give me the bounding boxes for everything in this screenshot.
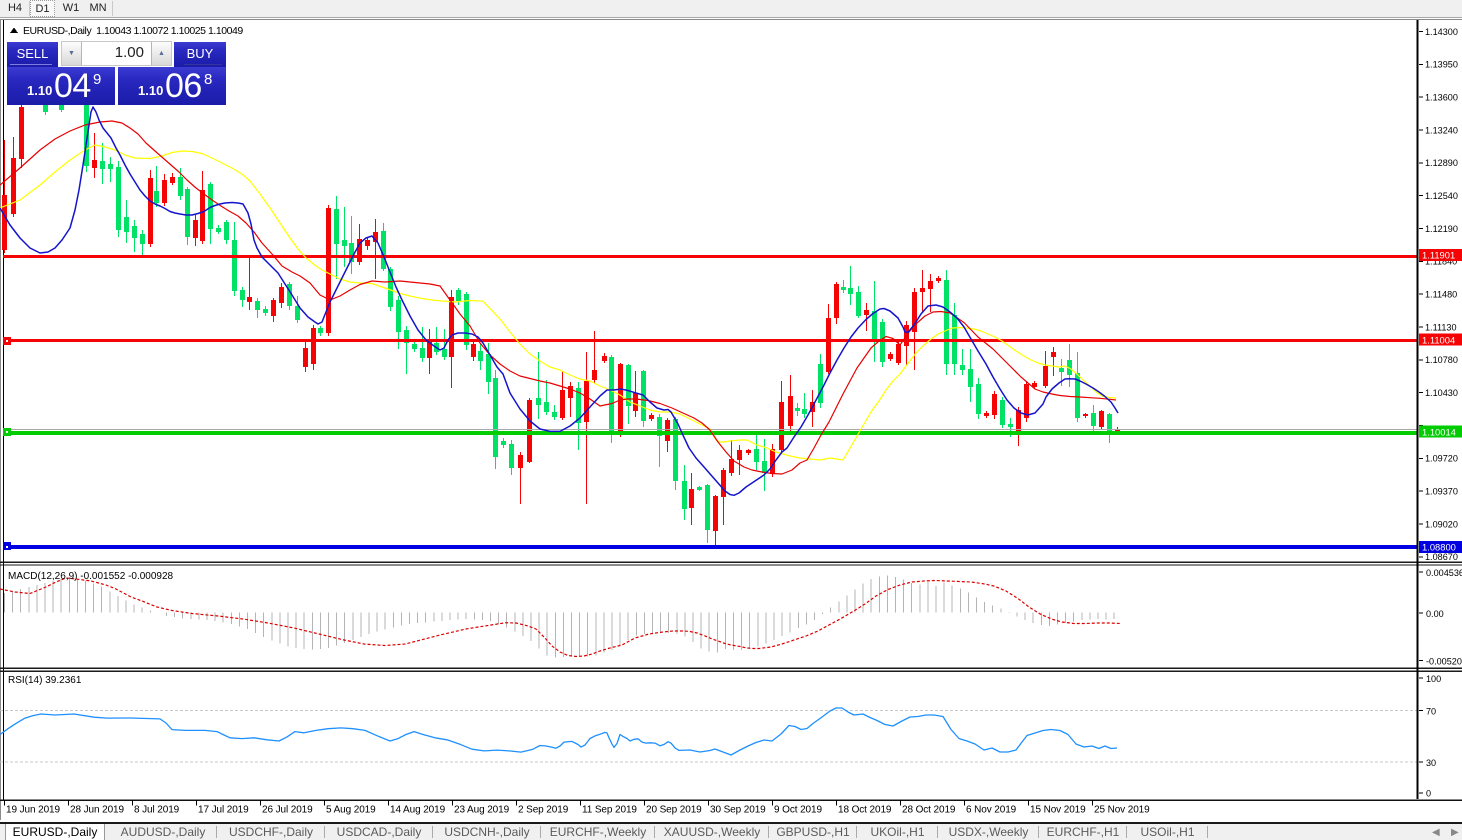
svg-text:EURUSD-,Daily 1.10043 1.10072: EURUSD-,Daily 1.10043 1.10072 1.10025 1.… bbox=[23, 25, 243, 37]
svg-text:20 Sep 2019: 20 Sep 2019 bbox=[646, 805, 702, 816]
svg-text:14 Aug 2019: 14 Aug 2019 bbox=[390, 805, 446, 816]
svg-text:1.13950: 1.13950 bbox=[1425, 60, 1458, 70]
svg-text:1.10014: 1.10014 bbox=[1422, 426, 1456, 437]
svg-text:1.11901: 1.11901 bbox=[1422, 250, 1455, 261]
svg-text:1.12890: 1.12890 bbox=[1425, 158, 1458, 168]
svg-text:1.09370: 1.09370 bbox=[1425, 487, 1458, 497]
svg-text:0.00: 0.00 bbox=[1426, 609, 1444, 619]
svg-text:1.11480: 1.11480 bbox=[1425, 290, 1457, 300]
svg-text:1.08800: 1.08800 bbox=[1422, 542, 1456, 553]
svg-text:11 Sep 2019: 11 Sep 2019 bbox=[582, 805, 637, 816]
svg-text:2 Sep 2019: 2 Sep 2019 bbox=[518, 805, 569, 816]
svg-text:-0.005205: -0.005205 bbox=[1426, 656, 1462, 666]
svg-text:28 Oct 2019: 28 Oct 2019 bbox=[902, 805, 956, 816]
svg-text:RSI(14) 39.2361: RSI(14) 39.2361 bbox=[8, 675, 82, 686]
svg-text:19 Jun 2019: 19 Jun 2019 bbox=[6, 805, 60, 816]
svg-text:70: 70 bbox=[1426, 707, 1436, 717]
svg-text:15 Nov 2019: 15 Nov 2019 bbox=[1030, 805, 1086, 816]
svg-text:1.11004: 1.11004 bbox=[1422, 334, 1455, 345]
svg-text:8 Jul 2019: 8 Jul 2019 bbox=[134, 805, 180, 816]
svg-text:1.08670: 1.08670 bbox=[1425, 552, 1458, 562]
svg-text:1.10430: 1.10430 bbox=[1425, 388, 1458, 398]
svg-text:30: 30 bbox=[1426, 758, 1436, 768]
svg-text:30 Sep 2019: 30 Sep 2019 bbox=[710, 805, 766, 816]
svg-text:18 Oct 2019: 18 Oct 2019 bbox=[838, 805, 892, 816]
svg-text:1.12190: 1.12190 bbox=[1425, 224, 1458, 234]
svg-text:5 Aug 2019: 5 Aug 2019 bbox=[326, 805, 376, 816]
svg-text:28 Jun 2019: 28 Jun 2019 bbox=[70, 805, 124, 816]
svg-text:0.004536: 0.004536 bbox=[1426, 568, 1462, 578]
svg-text:26 Jul 2019: 26 Jul 2019 bbox=[262, 805, 313, 816]
svg-text:1.13240: 1.13240 bbox=[1425, 125, 1458, 135]
svg-text:6 Nov 2019: 6 Nov 2019 bbox=[966, 805, 1017, 816]
svg-text:9 Oct 2019: 9 Oct 2019 bbox=[774, 805, 822, 816]
svg-text:1.11840: 1.11840 bbox=[1425, 257, 1457, 267]
svg-text:1.12540: 1.12540 bbox=[1425, 191, 1458, 201]
svg-text:1.09720: 1.09720 bbox=[1425, 454, 1458, 464]
svg-text:1.14300: 1.14300 bbox=[1425, 27, 1458, 37]
svg-text:1.13600: 1.13600 bbox=[1425, 93, 1458, 103]
svg-text:MACD(12,26,9) -0.001552 -0.000: MACD(12,26,9) -0.001552 -0.000928 bbox=[8, 571, 174, 582]
svg-text:0: 0 bbox=[1426, 789, 1431, 799]
svg-text:100: 100 bbox=[1426, 674, 1441, 684]
svg-text:17 Jul 2019: 17 Jul 2019 bbox=[198, 805, 249, 816]
svg-text:1.11130: 1.11130 bbox=[1425, 322, 1457, 332]
svg-text:23 Aug 2019: 23 Aug 2019 bbox=[454, 805, 510, 816]
svg-text:25 Nov 2019: 25 Nov 2019 bbox=[1094, 805, 1150, 816]
svg-text:1.10780: 1.10780 bbox=[1425, 355, 1458, 365]
svg-text:1.09020: 1.09020 bbox=[1425, 519, 1458, 529]
